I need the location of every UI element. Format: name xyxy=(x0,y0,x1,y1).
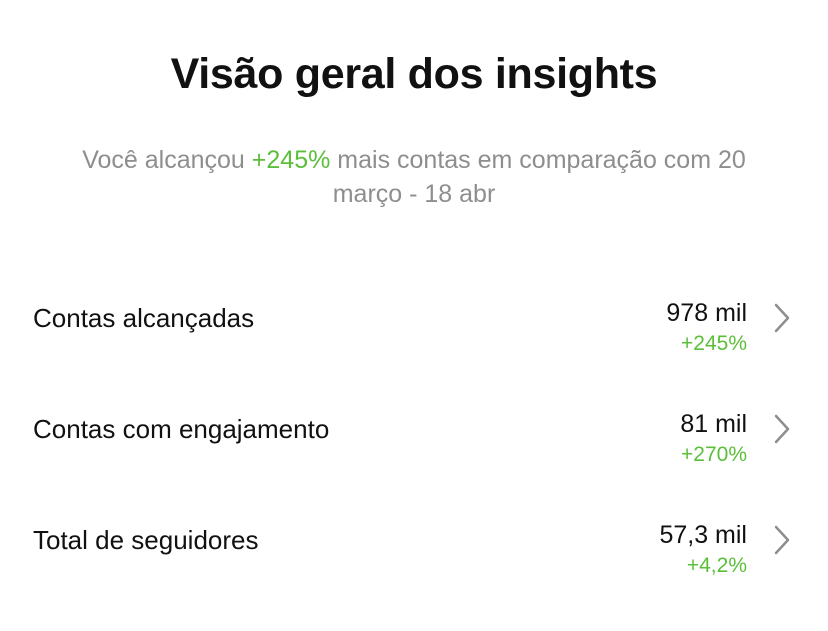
metric-change: +270% xyxy=(681,443,747,466)
metric-row[interactable]: Contas alcançadas 978 mil +245% xyxy=(0,299,828,383)
metric-value: 978 mil xyxy=(666,299,747,327)
metric-change: +4,2% xyxy=(686,554,747,577)
metric-label: Contas alcançadas xyxy=(33,303,255,333)
metric-value: 57,3 mil xyxy=(659,521,747,549)
chevron xyxy=(774,414,790,444)
metric-label: Total de seguidores xyxy=(33,525,259,555)
title: Visão geral dos insights xyxy=(170,50,658,98)
chevron xyxy=(774,525,790,555)
metric-label: Contas com engajamento xyxy=(33,414,330,444)
metric-change: +245% xyxy=(681,332,747,355)
metric-value: 81 mil xyxy=(680,410,747,438)
metric-row[interactable]: Total de seguidores 57,3 mil +4,2% xyxy=(0,521,828,605)
summary: Você alcançou +245% mais contas em compa… xyxy=(64,143,764,211)
summary-text: mais contas em comparação com 20 março -… xyxy=(332,146,746,208)
chevron xyxy=(774,303,790,333)
summary-text: Você alcançou xyxy=(82,146,245,174)
summary-highlight: +245% xyxy=(251,146,331,174)
metric-row[interactable]: Contas com engajamento 81 mil +270% xyxy=(0,410,828,494)
